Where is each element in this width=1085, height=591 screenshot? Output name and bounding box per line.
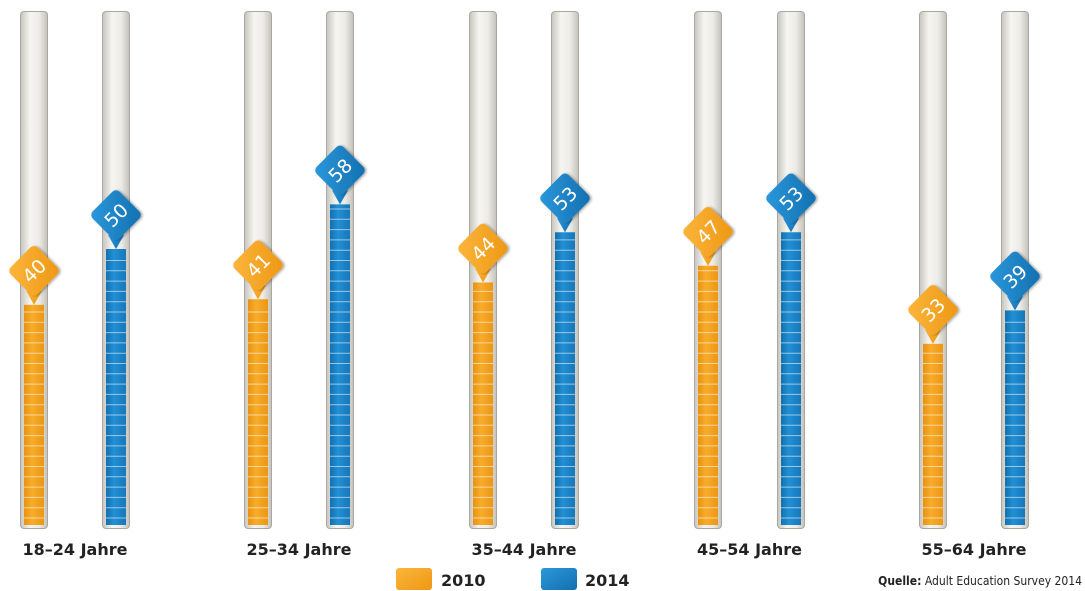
x-tick-label-5: 55–64 Jahre bbox=[922, 540, 1027, 559]
legend-label-2010: 2010 bbox=[441, 571, 486, 590]
bar-g4-2010 bbox=[698, 265, 718, 525]
x-tick-label-3: 35–44 Jahre bbox=[472, 540, 577, 559]
x-tick-label-2: 25–34 Jahre bbox=[247, 540, 352, 559]
value-tag-g5-2010: 33 bbox=[908, 285, 958, 344]
legend-label-2014: 2014 bbox=[585, 571, 630, 590]
bar-g3-2014 bbox=[555, 232, 575, 525]
value-tag-g4-2014: 53 bbox=[766, 173, 816, 233]
bar-segments-g4-2014 bbox=[781, 239, 801, 519]
bar-segments-g4-2010 bbox=[698, 270, 718, 519]
bar-segments-g2-2014 bbox=[330, 208, 350, 519]
bar-segments-g5-2010 bbox=[923, 352, 943, 519]
bar-segments-g1-2014 bbox=[106, 260, 126, 519]
source-prefix: Quelle: bbox=[878, 574, 921, 588]
value-tag-g1-2014: 50 bbox=[91, 190, 141, 249]
bar-segments-g3-2010 bbox=[473, 290, 493, 519]
value-tag-g2-2010: 41 bbox=[233, 240, 283, 300]
legend-swatch-2014 bbox=[541, 568, 577, 590]
value-tag-g3-2014: 53 bbox=[540, 173, 590, 233]
value-tag-g3-2010: 44 bbox=[458, 223, 508, 283]
bar-g2-2014 bbox=[330, 204, 350, 526]
value-tag-g1-2010: 40 bbox=[9, 246, 59, 305]
value-tag-g4-2010: 47 bbox=[683, 206, 733, 266]
bars-layer bbox=[20, 11, 1029, 529]
value-tag-g5-2014: 39 bbox=[990, 251, 1040, 311]
source-text: Adult Education Survey 2014 bbox=[925, 574, 1082, 588]
bar-segments-g3-2014 bbox=[555, 239, 575, 519]
bar-g1-2014 bbox=[106, 249, 126, 525]
bar-segments-g2-2010 bbox=[248, 311, 268, 519]
x-tick-label-4: 45–54 Jahre bbox=[697, 540, 802, 559]
source-note: Quelle: Adult Education Survey 2014 bbox=[878, 574, 1082, 588]
bar-g2-2010 bbox=[248, 299, 268, 525]
bar-g5-2014 bbox=[1005, 310, 1025, 525]
bar-segments-g5-2014 bbox=[1005, 321, 1025, 519]
legend: 2010 2014 bbox=[396, 568, 630, 590]
value-tags-layer: 40 50 41 58 44 53 47 53 33 39 bbox=[9, 145, 1040, 344]
bar-g5-2010 bbox=[923, 343, 943, 525]
legend-item-2014: 2014 bbox=[541, 568, 630, 590]
bar-g3-2010 bbox=[473, 282, 493, 525]
value-tag-g2-2014: 58 bbox=[315, 145, 365, 205]
bar-segments-g1-2010 bbox=[24, 311, 44, 519]
bar-g4-2014 bbox=[781, 232, 801, 525]
x-axis-labels: 18–24 Jahre 25–34 Jahre 35–44 Jahre 45–54 J… bbox=[23, 540, 1027, 559]
legend-item-2010: 2010 bbox=[396, 568, 486, 590]
x-tick-label-1: 18–24 Jahre bbox=[23, 540, 128, 559]
legend-swatch-2010 bbox=[396, 568, 432, 590]
